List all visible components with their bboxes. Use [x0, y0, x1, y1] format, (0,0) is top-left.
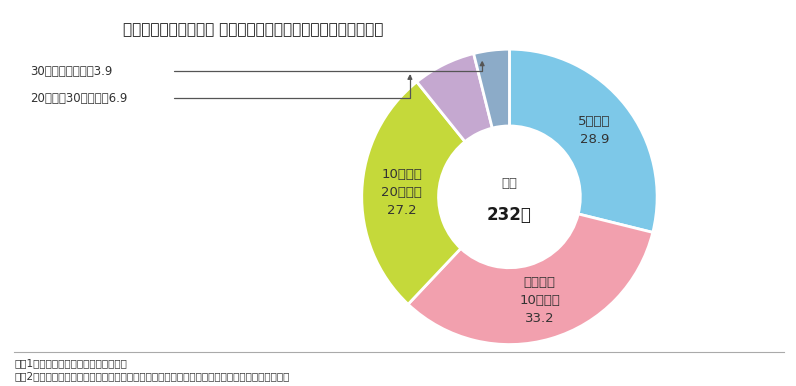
- Text: 30　年　以　上　3.9: 30 年 以 上 3.9: [30, 65, 112, 78]
- Wedge shape: [474, 49, 509, 128]
- Wedge shape: [361, 82, 465, 304]
- Text: ５年以上
10年未満
33.2: ５年以上 10年未満 33.2: [519, 276, 560, 325]
- Text: 10年以上
20年未満
27.2: 10年以上 20年未満 27.2: [381, 168, 422, 217]
- Text: 性犯罪前科調査対象者 初回の性非行・性犯罪時からの経過期間: 性犯罪前科調査対象者 初回の性非行・性犯罪時からの経過期間: [123, 23, 384, 37]
- Wedge shape: [417, 54, 492, 142]
- Text: 20年以上30年未満　6.9: 20年以上30年未満 6.9: [30, 92, 127, 105]
- Wedge shape: [509, 49, 657, 232]
- Wedge shape: [408, 214, 653, 345]
- Text: 注　1　法務総合研究所の調査による。: 注 1 法務総合研究所の調査による。: [14, 359, 127, 369]
- Text: 総数: 総数: [501, 177, 517, 190]
- Text: 2　「経過期間」は，初回の性非行・性犯罪から犯行時までの期間をいい，服役期間を含む。: 2 「経過期間」は，初回の性非行・性犯罪から犯行時までの期間をいい，服役期間を含…: [14, 371, 290, 381]
- Text: 5年未満
28.9: 5年未満 28.9: [578, 115, 611, 146]
- Text: 6-4-5-5図: 6-4-5-5図: [29, 24, 91, 36]
- Text: 232人: 232人: [487, 206, 532, 223]
